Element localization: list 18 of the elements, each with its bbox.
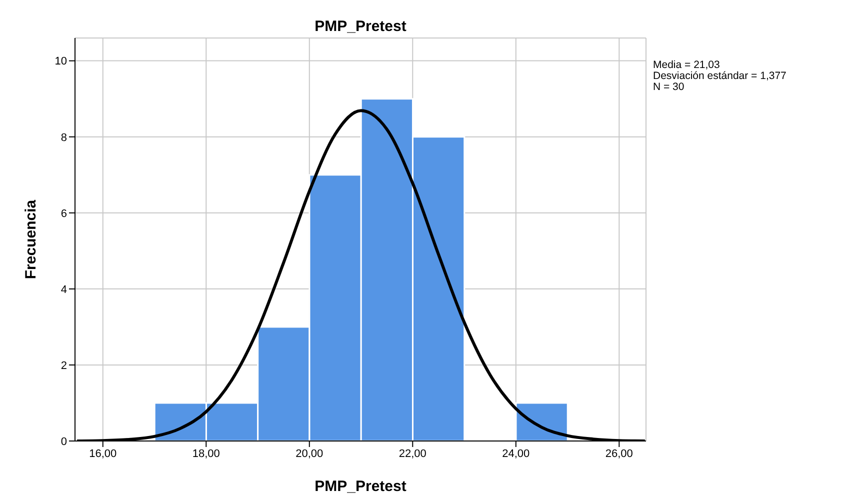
text: N = 30 <box>653 81 686 93</box>
y-tick-label: 8 <box>60 132 67 144</box>
y-tick-label: 0 <box>60 436 67 448</box>
text: Desviación estándar = 1,377 <box>653 70 786 82</box>
y-tick-label: 2 <box>60 360 67 372</box>
y-tick-label: 4 <box>60 284 67 296</box>
y-tick-label: 10 <box>54 56 67 68</box>
y-tick-label: 6 <box>60 208 67 220</box>
x-tick-label: 24,00 <box>502 448 530 460</box>
x-tick-label: 20,00 <box>296 448 324 460</box>
text: Media = 21,03 <box>653 59 721 71</box>
chart-title: PMP_Pretest <box>314 18 408 35</box>
x-tick-label: 18,00 <box>192 448 220 460</box>
y-axis-title: Frecuencia <box>22 199 40 280</box>
x-tick-label: 16,00 <box>89 448 117 460</box>
x-tick-label: 26,00 <box>605 448 633 460</box>
x-tick-label: 22,00 <box>398 448 426 460</box>
x-axis-title: PMP_Pretest <box>314 478 406 495</box>
